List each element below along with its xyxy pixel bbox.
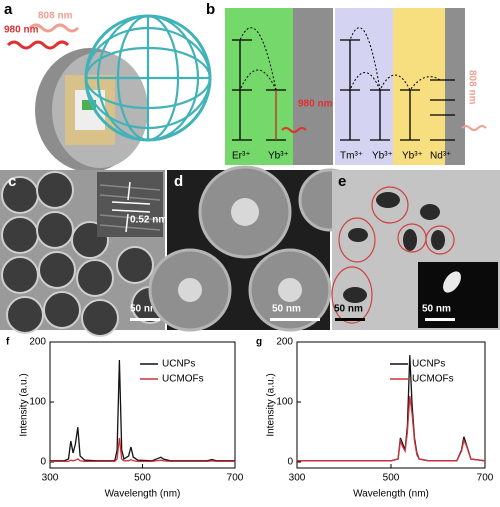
laser-label: 808 nm [38,11,73,22]
ion-label: Er³⁺ [232,151,251,162]
panel-label: c [8,173,16,190]
laser-label: 980 nm [4,25,39,36]
tem-image-d [148,165,362,332]
x-axis-label: Wavelength (nm) [353,489,429,500]
ion-label: Yb³⁺ [372,151,393,162]
scale-bar-label: 50 nm [130,304,159,315]
spectrum-line [50,437,235,463]
y-tick-label: 200 [276,337,293,348]
tem-image-c [0,170,169,337]
panel-label: a [4,1,13,18]
panel-label: d [174,173,183,190]
laser-label: 980 nm [298,99,333,110]
tem-image-e [331,170,500,330]
x-tick-label: 300 [42,473,59,484]
x-tick-label: 300 [289,473,306,484]
panel-label: b [206,1,215,18]
ion-label: Tm³⁺ [340,151,363,162]
scale-bar-label: 50 nm [334,304,363,315]
spectrum-line [297,395,486,462]
spectrum-line [50,359,235,462]
x-tick-label: 700 [227,473,244,484]
y-tick-label: 200 [29,337,46,348]
legend-label: UCNPs [412,359,445,370]
y-tick-label: 100 [29,397,46,408]
panel-label: g [256,337,262,348]
ion-label: Yb³⁺ [268,151,289,162]
x-tick-label: 500 [134,473,151,484]
ion-label: Nd³⁺ [430,151,451,162]
scale-bar-label: 50 nm [422,304,451,315]
x-tick-label: 700 [477,473,494,484]
legend-label: UCMOFs [162,374,204,385]
y-tick-label: 0 [287,457,293,468]
legend-label: UCNPs [162,359,195,370]
lattice-label: 0.52 nm [130,215,167,226]
y-axis-label: Intensity (a.u.) [19,373,30,436]
y-tick-label: 100 [276,397,293,408]
laser-label: 808 nm [466,70,477,105]
panel-label: e [338,173,346,190]
ion-label: Yb³⁺ [402,151,423,162]
x-tick-label: 500 [383,473,400,484]
legend-label: UCMOFs [412,374,454,385]
x-axis-label: Wavelength (nm) [105,489,181,500]
plot-frame [296,341,486,469]
panel-b-diagram [225,8,487,165]
y-axis-label: Intensity (a.u.) [266,373,277,436]
plot-frame [49,341,236,469]
spectrum-line [297,355,486,462]
y-tick-label: 0 [40,457,46,468]
scale-bar-label: 50 nm [272,304,301,315]
panel-label: f [6,337,10,348]
panel-a-illustration [6,14,212,172]
